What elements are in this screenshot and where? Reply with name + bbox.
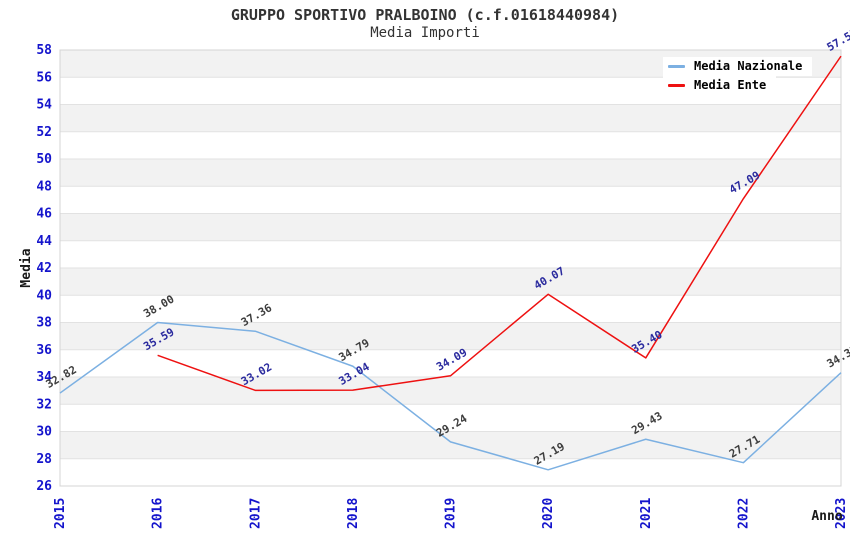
y-tick-label: 46	[36, 207, 52, 222]
x-tick-label: 2022	[736, 498, 751, 529]
grid-band	[60, 431, 841, 459]
plot-border	[59, 49, 842, 487]
x-tick-label: 2019	[444, 498, 459, 529]
y-tick-label: 38	[36, 316, 52, 331]
grid-band	[60, 159, 841, 187]
legend-item-media-ente: Media Ente	[663, 76, 777, 95]
y-tick-label: 30	[36, 425, 52, 440]
series-line-media-ente	[157, 55, 842, 392]
legend-label-media-nazionale: Media Nazionale	[694, 59, 803, 73]
chart-subtitle: Media Importi	[370, 25, 480, 41]
x-tick-label: 2021	[639, 498, 654, 529]
y-tick-label: 50	[36, 152, 52, 167]
y-tick-label: 28	[36, 452, 52, 467]
y-tick-label: 34	[36, 370, 52, 385]
data-point-label: 57.55	[825, 26, 850, 54]
grid-band	[60, 268, 841, 296]
y-tick-label: 44	[36, 234, 52, 249]
chart-title: GRUPPO SPORTIVO PRALBOINO (c.f.016184409…	[230, 6, 620, 24]
y-tick-label: 40	[36, 288, 52, 303]
y-tick-label: 54	[36, 98, 52, 113]
grid-band	[60, 104, 841, 132]
y-tick-label: 52	[36, 125, 52, 140]
grid-band	[60, 322, 841, 350]
y-axis-title: Media	[19, 248, 34, 287]
legend-swatch-media-nazionale	[668, 65, 685, 68]
grid-band	[60, 295, 841, 323]
x-tick-label: 2020	[541, 498, 556, 529]
legend-swatch-media-ente	[668, 84, 685, 87]
y-tick-label: 32	[36, 397, 52, 412]
y-tick-label: 36	[36, 343, 52, 358]
x-tick-label: 2015	[53, 498, 68, 529]
grid-band	[60, 349, 841, 377]
grid-band	[60, 404, 841, 432]
y-tick-label: 48	[36, 179, 52, 194]
x-tick-label: 2017	[248, 498, 263, 529]
x-tick-label: 2016	[151, 498, 166, 529]
grid-band	[60, 377, 841, 405]
legend-label-media-ente: Media Ente	[694, 78, 767, 92]
grid-band	[60, 240, 841, 268]
grid-band	[60, 131, 841, 159]
legend-item-media-nazionale: Media Nazionale	[663, 57, 813, 76]
x-axis-title: Anno	[811, 509, 842, 524]
y-tick-label: 56	[36, 70, 52, 85]
legend: Media Nazionale Media Ente	[663, 57, 813, 95]
series-line-media-nazionale	[59, 321, 842, 471]
x-tick-label: 2018	[346, 498, 361, 529]
grid-band	[60, 458, 841, 486]
y-tick-label: 58	[36, 43, 52, 58]
grid-band	[60, 213, 841, 241]
y-tick-label: 26	[36, 479, 52, 494]
y-tick-label: 42	[36, 261, 52, 276]
grid-band	[60, 186, 841, 214]
x-tick-label: 2023	[834, 498, 849, 529]
